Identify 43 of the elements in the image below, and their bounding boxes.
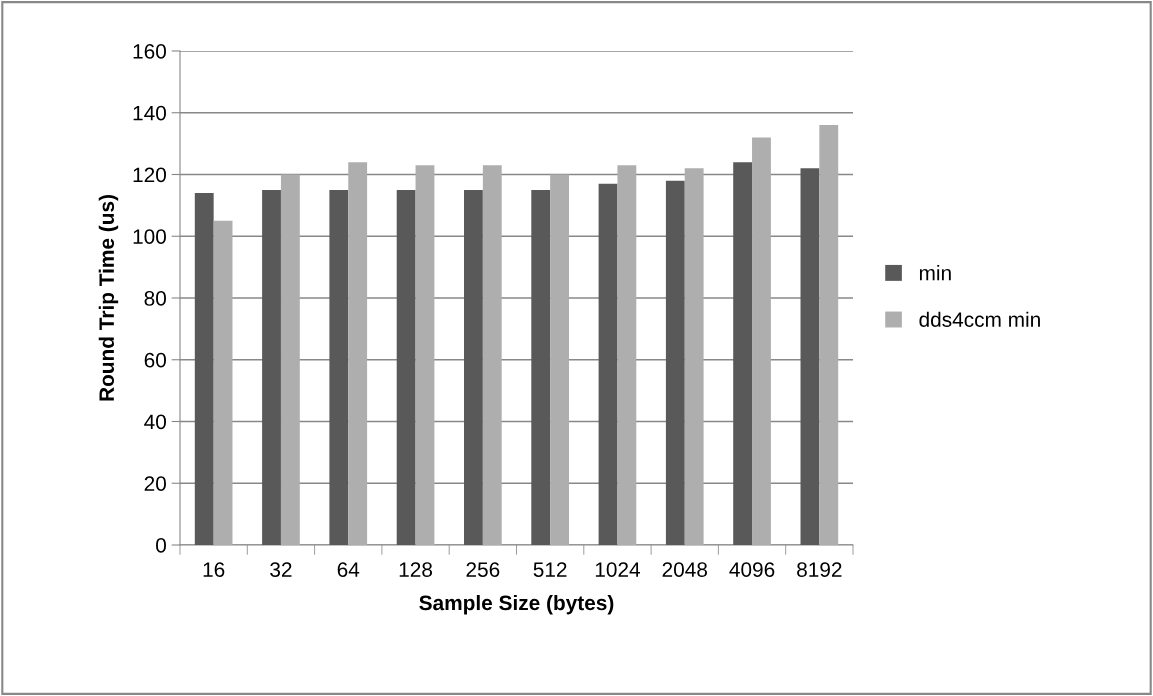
- x-tick-label: 2048: [662, 562, 708, 577]
- x-tick-label: 32: [270, 562, 292, 577]
- bar: [213, 220, 233, 545]
- bar: [733, 162, 753, 545]
- bar: [531, 189, 551, 545]
- x-tick-label: 4096: [729, 562, 775, 577]
- bar: [396, 189, 416, 545]
- bar: [819, 125, 839, 545]
- x-tick-label: 256: [466, 562, 500, 577]
- y-tick-label: 60: [144, 352, 166, 368]
- y-tick-label: 80: [144, 291, 166, 306]
- y-axis-title: Round Trip Time (us): [98, 195, 119, 401]
- x-tick-label: 512: [533, 562, 567, 577]
- bar: [482, 165, 502, 545]
- bar: [464, 189, 483, 545]
- bar: [617, 165, 637, 545]
- bar: [262, 189, 281, 545]
- x-tick-label: 64: [337, 562, 360, 577]
- x-tick-label: 8192: [797, 562, 842, 577]
- y-tick-label: 20: [144, 476, 166, 491]
- y-tick-label: 120: [133, 167, 166, 183]
- bar: [752, 137, 771, 545]
- y-tick-label: 40: [144, 414, 166, 430]
- bar: [598, 183, 618, 545]
- bar: [415, 165, 435, 545]
- x-tick-label: 1024: [595, 562, 641, 577]
- bar: [280, 174, 300, 545]
- bar: [348, 162, 368, 545]
- y-tick-label: 160: [133, 44, 166, 59]
- x-tick-label: 16: [203, 562, 225, 577]
- bar: [684, 168, 704, 545]
- bar: [329, 189, 349, 545]
- bar: [800, 168, 820, 545]
- legend-label: dds4ccm min: [919, 311, 1040, 327]
- bar: [550, 174, 569, 545]
- y-tick-label: 0: [156, 538, 166, 553]
- bar: [194, 193, 214, 545]
- bar: [665, 180, 685, 545]
- y-tick-label: 100: [133, 229, 166, 244]
- y-tick-label: 140: [133, 105, 166, 121]
- x-tick-label: 128: [399, 562, 433, 577]
- x-axis-title: Sample Size (bytes): [419, 594, 614, 615]
- legend-label: min: [919, 265, 951, 281]
